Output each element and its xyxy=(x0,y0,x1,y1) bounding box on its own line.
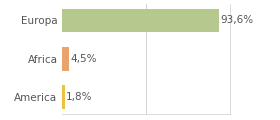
Text: 1,8%: 1,8% xyxy=(66,92,92,102)
Bar xyxy=(62,9,219,32)
Text: 93,6%: 93,6% xyxy=(220,15,253,25)
Bar xyxy=(62,47,69,71)
Text: 4,5%: 4,5% xyxy=(71,54,97,64)
Bar xyxy=(62,85,65,109)
